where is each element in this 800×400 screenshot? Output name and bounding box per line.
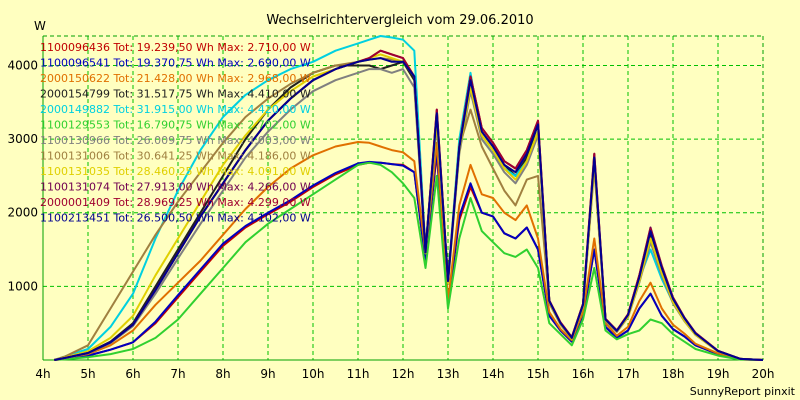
axes: 4h 5h 6h 7h 8h 9h 10h 11h 12h 13h 14h 15h 16h 17h 18h 1… — [7, 35, 775, 381]
x-tick-label: 6h — [125, 367, 140, 381]
x-tick-label: 5h — [80, 367, 95, 381]
series-line-1100213451 — [54, 57, 764, 361]
x-tick-label: 10h — [302, 367, 325, 381]
legend-entry-1100130966: 1100130966 Tot: 26.009,75 Wh Max: 4.003,… — [40, 134, 311, 147]
series-line-2000150622 — [54, 141, 764, 361]
legend-entry-1100096541: 1100096541 Tot: 19.370,75 Wh Max: 2.690,… — [40, 57, 311, 70]
x-tick-label: 18h — [662, 367, 685, 381]
x-tick-label: 9h — [260, 367, 275, 381]
legend-entry-1100213451: 1100213451 Tot: 26.500,50 Wh Max: 4.102,… — [40, 212, 311, 225]
legend-entry-1100131035: 1100131035 Tot: 28.460,25 Wh Max: 4.091,… — [40, 165, 311, 178]
footer-credit: SunnyReport pinxit — [690, 385, 796, 398]
x-tick-label: 20h — [752, 367, 775, 381]
y-tick-label: 3000 — [7, 132, 38, 146]
x-tick-label: 11h — [347, 367, 370, 381]
x-tick-label: 8h — [215, 367, 230, 381]
legend-entry-1100129553: 1100129553 Tot: 16.790,75 Wh Max: 2.702,… — [40, 119, 311, 132]
y-tick-label: 4000 — [7, 58, 38, 72]
x-tick-label: 19h — [707, 367, 730, 381]
y-tick-label: 1000 — [7, 279, 38, 293]
y-tick-label: 2000 — [7, 206, 38, 220]
series-line-1100129553 — [54, 161, 764, 361]
chart-title: Wechselrichtervergleich vom 29.06.2010 — [266, 13, 533, 28]
series-group — [53, 35, 764, 361]
x-tick-label: 13h — [437, 367, 460, 381]
legend-entry-2000154799: 2000154799 Tot: 31.517,75 Wh Max: 4.410,… — [40, 88, 311, 101]
legend-entry-2000149882: 2000149882 Tot: 31.915,00 Wh Max: 4.420,… — [40, 103, 311, 116]
x-tick-label: 17h — [617, 367, 640, 381]
x-tick-label: 14h — [482, 367, 505, 381]
x-tick-label: 4h — [35, 367, 50, 381]
legend: 1100096436 Tot: 19.239,50 Wh Max: 2.710,… — [40, 41, 311, 225]
series-line-1100096541 — [54, 149, 764, 361]
legend-entry-1100131006: 1100131006 Tot: 30.641,25 Wh Max: 4.186,… — [40, 150, 311, 163]
x-tick-label: 16h — [572, 367, 595, 381]
legend-entry-1100131074: 1100131074 Tot: 27.913,00 Wh Max: 4.266,… — [40, 181, 311, 194]
legend-entry-2000150622: 2000150622 Tot: 21.428,00 Wh Max: 2.968,… — [40, 72, 311, 85]
legend-entry-2000001409: 2000001409 Tot: 28.969,25 Wh Max: 4.299,… — [40, 196, 311, 209]
x-tick-label: 7h — [170, 367, 185, 381]
x-tick-label: 15h — [527, 367, 550, 381]
y-axis-label: W — [34, 19, 46, 33]
x-tick-label: 12h — [392, 367, 415, 381]
legend-entry-1100096436: 1100096436 Tot: 19.239,50 Wh Max: 2.710,… — [40, 41, 311, 54]
